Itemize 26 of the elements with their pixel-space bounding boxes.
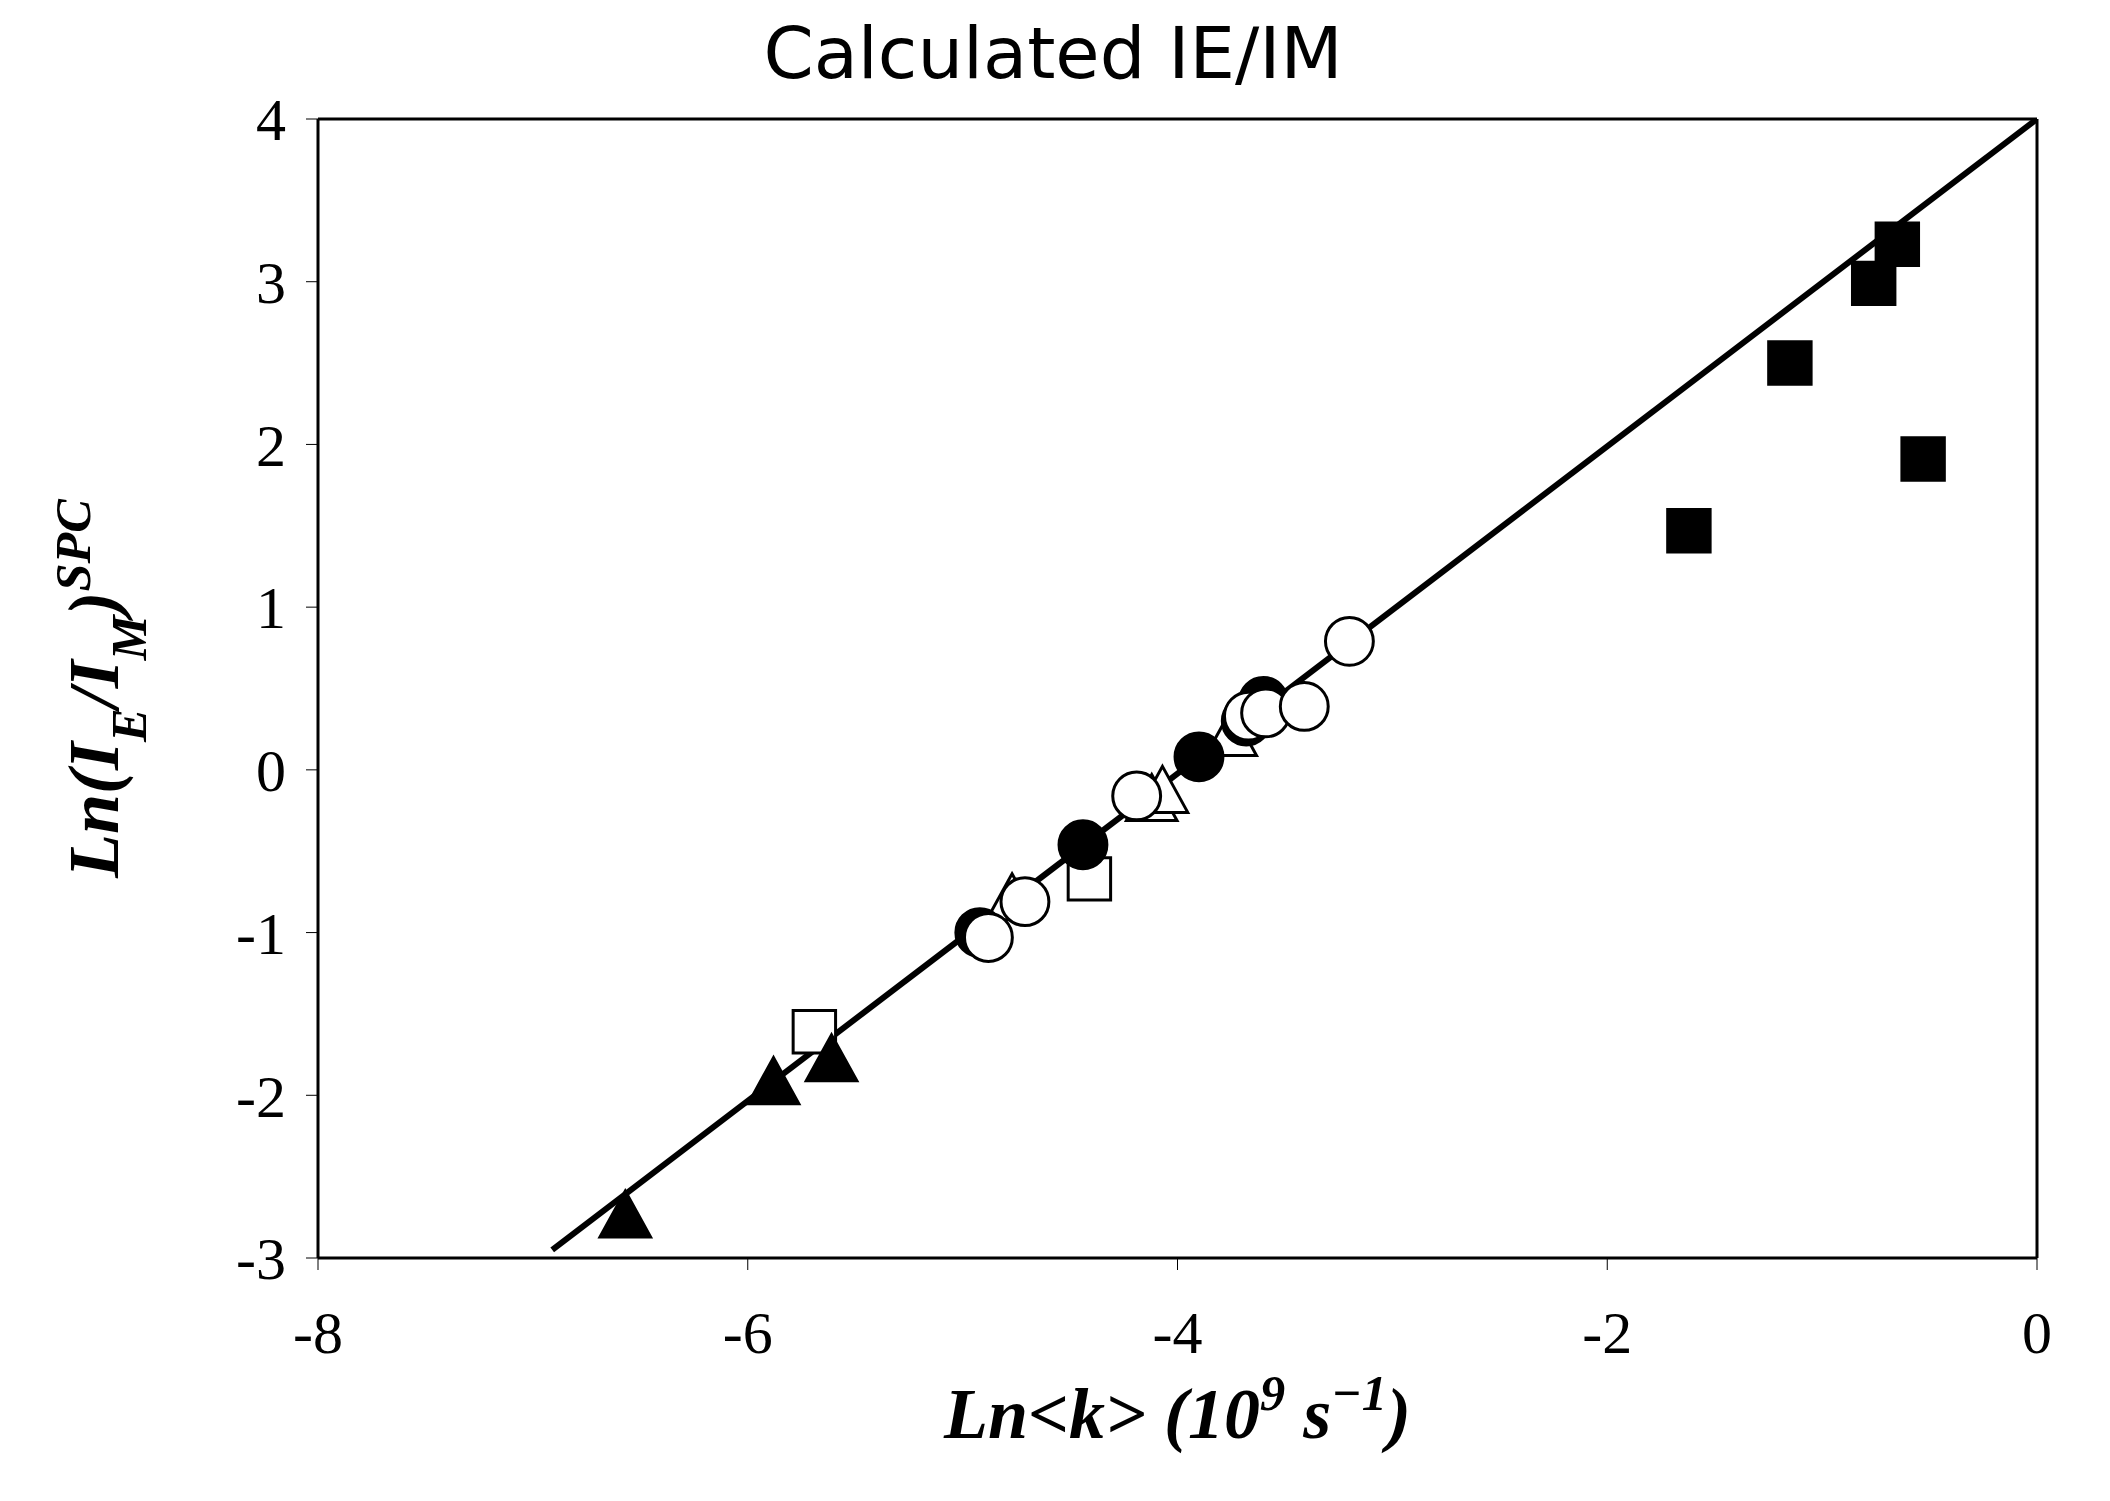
point xyxy=(1173,731,1225,783)
point xyxy=(1850,260,1897,307)
point xyxy=(1666,507,1712,554)
point xyxy=(1767,340,1813,386)
point xyxy=(1900,436,1946,482)
point xyxy=(1111,770,1163,822)
x-tick-label: -8 xyxy=(293,1299,343,1366)
x-tick-label: -6 xyxy=(722,1299,773,1366)
x-tick-label: 0 xyxy=(2022,1299,2052,1366)
y-tick-label: 0 xyxy=(256,738,286,805)
point xyxy=(598,1189,653,1239)
y-tick-label: -2 xyxy=(236,1063,286,1130)
y-tick-label: 2 xyxy=(256,412,286,479)
point xyxy=(746,1056,801,1106)
point xyxy=(1057,819,1109,871)
y-tick-label: -1 xyxy=(236,900,286,967)
y-tick-label: 4 xyxy=(256,87,286,154)
chart-title: Calculated IE/IM xyxy=(763,11,1343,95)
x-tick-label: -4 xyxy=(1152,1299,1203,1366)
y-tick-label: 1 xyxy=(256,575,286,642)
point xyxy=(804,1033,859,1083)
y-tick-label: -3 xyxy=(236,1226,286,1293)
x-tick-label: -2 xyxy=(1582,1299,1633,1366)
y-tick-label: 3 xyxy=(256,250,286,317)
x-axis-title: Ln<k> (10$^{9}$ s$^{−1}$) xyxy=(942,1365,1412,1454)
point xyxy=(1874,221,1921,267)
